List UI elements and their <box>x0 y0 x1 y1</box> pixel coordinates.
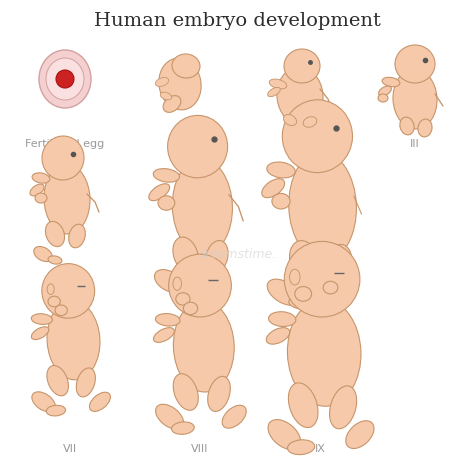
Ellipse shape <box>39 50 91 108</box>
Ellipse shape <box>155 78 169 86</box>
Ellipse shape <box>159 58 201 110</box>
Ellipse shape <box>163 96 181 112</box>
Ellipse shape <box>76 368 95 397</box>
Ellipse shape <box>290 241 319 282</box>
Ellipse shape <box>303 117 317 128</box>
Ellipse shape <box>395 45 435 83</box>
Circle shape <box>56 70 74 88</box>
Text: II: II <box>297 139 303 149</box>
Ellipse shape <box>266 328 290 344</box>
Ellipse shape <box>175 284 196 297</box>
Ellipse shape <box>47 365 68 396</box>
Ellipse shape <box>283 114 297 126</box>
Ellipse shape <box>206 240 228 273</box>
Ellipse shape <box>288 383 318 428</box>
Text: VIII: VIII <box>191 444 209 454</box>
Ellipse shape <box>149 184 170 201</box>
Ellipse shape <box>42 136 84 180</box>
Ellipse shape <box>288 440 315 455</box>
Ellipse shape <box>173 301 234 392</box>
Ellipse shape <box>90 392 110 411</box>
Ellipse shape <box>379 86 392 96</box>
Ellipse shape <box>69 224 85 248</box>
Ellipse shape <box>176 293 190 305</box>
Ellipse shape <box>289 152 356 261</box>
Text: VI: VI <box>315 284 326 294</box>
Ellipse shape <box>155 404 183 429</box>
Ellipse shape <box>295 287 311 301</box>
Ellipse shape <box>34 246 52 262</box>
Ellipse shape <box>48 256 62 264</box>
Ellipse shape <box>154 328 174 342</box>
Ellipse shape <box>418 119 432 137</box>
Ellipse shape <box>31 327 49 339</box>
Ellipse shape <box>269 312 296 327</box>
Ellipse shape <box>55 305 67 316</box>
Ellipse shape <box>284 49 320 83</box>
Text: IV: IV <box>60 284 71 294</box>
Ellipse shape <box>269 79 287 89</box>
Ellipse shape <box>283 100 353 173</box>
Text: dreamstime.: dreamstime. <box>197 247 277 261</box>
Text: Fertilazed egg: Fertilazed egg <box>26 139 105 149</box>
Ellipse shape <box>267 162 295 178</box>
Ellipse shape <box>35 193 47 203</box>
Ellipse shape <box>173 277 182 291</box>
Ellipse shape <box>208 376 230 411</box>
Ellipse shape <box>47 301 100 380</box>
Ellipse shape <box>172 54 200 78</box>
Ellipse shape <box>268 419 301 450</box>
Ellipse shape <box>329 386 356 429</box>
Ellipse shape <box>173 374 198 410</box>
Ellipse shape <box>30 184 44 196</box>
Ellipse shape <box>172 422 194 434</box>
Ellipse shape <box>32 392 55 412</box>
Text: VII: VII <box>63 444 77 454</box>
Ellipse shape <box>284 241 360 317</box>
Ellipse shape <box>46 58 84 100</box>
Ellipse shape <box>155 270 183 292</box>
Ellipse shape <box>400 117 414 135</box>
Ellipse shape <box>31 314 52 324</box>
Ellipse shape <box>47 284 54 294</box>
Ellipse shape <box>155 314 180 326</box>
Ellipse shape <box>183 302 198 315</box>
Ellipse shape <box>378 94 388 102</box>
Ellipse shape <box>262 179 284 198</box>
Ellipse shape <box>44 164 90 234</box>
Ellipse shape <box>290 269 300 285</box>
Ellipse shape <box>46 221 64 246</box>
Ellipse shape <box>393 69 437 129</box>
Ellipse shape <box>287 299 361 406</box>
Ellipse shape <box>268 87 280 97</box>
Text: V: V <box>196 284 204 294</box>
Text: IX: IX <box>315 444 326 454</box>
Ellipse shape <box>32 173 50 183</box>
Ellipse shape <box>168 115 228 178</box>
Ellipse shape <box>272 193 290 209</box>
Ellipse shape <box>46 405 65 416</box>
Ellipse shape <box>323 281 338 294</box>
Ellipse shape <box>153 169 180 182</box>
Ellipse shape <box>346 421 374 448</box>
Ellipse shape <box>173 237 198 272</box>
Ellipse shape <box>169 254 231 317</box>
Ellipse shape <box>325 245 352 283</box>
Ellipse shape <box>42 264 95 318</box>
Text: Human embryo development: Human embryo development <box>93 12 381 30</box>
Ellipse shape <box>289 296 315 309</box>
Ellipse shape <box>158 196 175 210</box>
Ellipse shape <box>222 405 246 428</box>
Ellipse shape <box>173 159 232 255</box>
Ellipse shape <box>267 279 300 305</box>
Ellipse shape <box>382 77 400 87</box>
Ellipse shape <box>48 296 60 307</box>
Text: I: I <box>178 139 182 149</box>
Ellipse shape <box>277 67 323 125</box>
Text: III: III <box>410 139 420 149</box>
Ellipse shape <box>160 92 172 100</box>
